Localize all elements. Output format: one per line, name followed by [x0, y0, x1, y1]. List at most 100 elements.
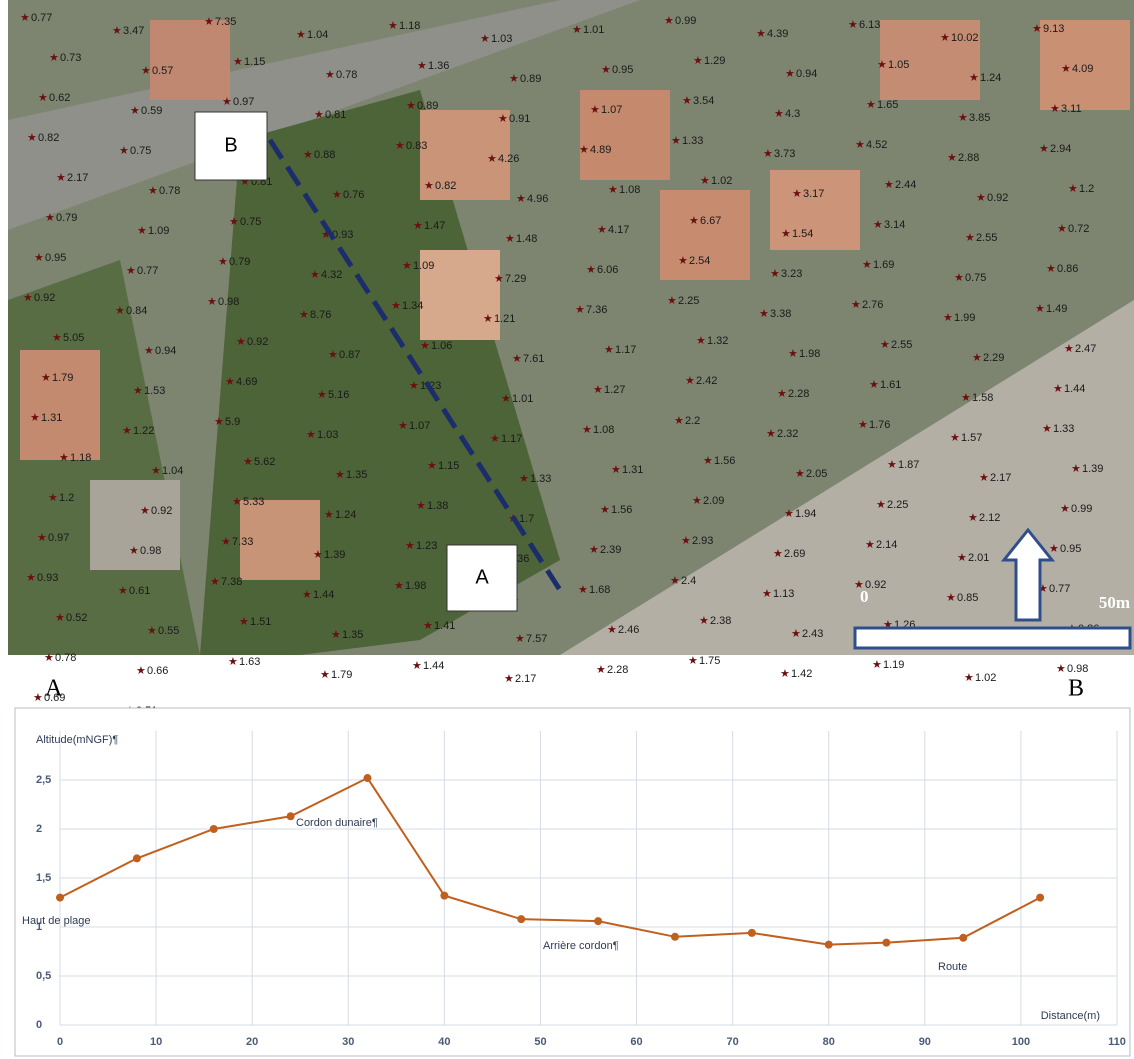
spot-height: 1.33	[1053, 423, 1074, 435]
spot-star: ★	[232, 496, 242, 508]
spot-star: ★	[1061, 63, 1071, 75]
spot-height: 1.32	[707, 335, 728, 347]
spot-star: ★	[20, 12, 30, 24]
spot-height: 1.15	[244, 56, 265, 68]
spot-star: ★	[961, 392, 971, 404]
spot-star: ★	[402, 260, 412, 272]
spot-star: ★	[55, 612, 65, 624]
spot-height: 7.29	[505, 273, 526, 285]
spot-height: 0.82	[38, 132, 59, 144]
spot-height: 1.08	[593, 424, 614, 436]
spot-star: ★	[678, 255, 688, 267]
spot-star: ★	[314, 109, 324, 121]
spot-height: 0.79	[56, 212, 77, 224]
spot-height: 1.02	[975, 672, 996, 684]
spot-height: 6.13	[859, 19, 880, 31]
spot-height: 0.59	[141, 105, 162, 117]
x-tick-label: 40	[438, 1036, 450, 1048]
spot-star: ★	[692, 495, 702, 507]
spot-star: ★	[33, 692, 43, 704]
spot-height: 0.76	[343, 189, 364, 201]
spot-height: 6.06	[597, 264, 618, 276]
spot-star: ★	[409, 380, 419, 392]
spot-star: ★	[1060, 503, 1070, 515]
spot-star: ★	[122, 425, 132, 437]
spot-star: ★	[1056, 663, 1066, 675]
spot-star: ★	[317, 389, 327, 401]
spot-star: ★	[218, 256, 228, 268]
spot-height: 1.2	[1079, 183, 1094, 195]
spot-height: 1.7	[519, 513, 534, 525]
spot-height: 1.24	[980, 72, 1001, 84]
spot-height: 1.98	[799, 348, 820, 360]
spot-star: ★	[781, 228, 791, 240]
y-tick-label: 2	[36, 823, 42, 835]
spot-height: 4.26	[498, 153, 519, 165]
roof	[20, 350, 100, 460]
spot-height: 1.03	[491, 33, 512, 45]
spot-height: 0.99	[675, 15, 696, 27]
spot-height: 3.14	[884, 219, 905, 231]
spot-height: 1.39	[324, 549, 345, 561]
spot-star: ★	[1049, 543, 1059, 555]
spot-height: 2.2	[685, 415, 700, 427]
spot-star: ★	[667, 295, 677, 307]
spot-height: 1.04	[307, 29, 328, 41]
x-tick-label: 20	[246, 1036, 258, 1048]
spot-star: ★	[512, 353, 522, 365]
spot-star: ★	[207, 296, 217, 308]
spot-star: ★	[229, 216, 239, 228]
spot-height: 2.39	[600, 544, 621, 556]
spot-height: 0.92	[987, 192, 1008, 204]
spot-star: ★	[884, 179, 894, 191]
spot-height: 2.38	[710, 615, 731, 627]
spot-height: 1.23	[416, 540, 437, 552]
spot-height: 1.98	[405, 580, 426, 592]
spot-height: 3.73	[774, 148, 795, 160]
spot-height: 0.75	[965, 272, 986, 284]
spot-star: ★	[950, 432, 960, 444]
spot-height: 1.39	[1082, 463, 1103, 475]
spot-height: 1.01	[583, 24, 604, 36]
spot-height: 0.95	[612, 64, 633, 76]
spot-star: ★	[575, 304, 585, 316]
spot-height: 0.62	[49, 92, 70, 104]
spot-star: ★	[795, 468, 805, 480]
spot-star: ★	[763, 148, 773, 160]
spot-height: 0.83	[406, 140, 427, 152]
spot-star: ★	[388, 20, 398, 32]
spot-height: 8.76	[310, 309, 331, 321]
spot-height: 7.36	[586, 304, 607, 316]
spot-height: 0.93	[332, 229, 353, 241]
spot-height: 0.78	[159, 185, 180, 197]
spot-height: 1.24	[335, 509, 356, 521]
profile-start: A	[45, 676, 63, 702]
spot-star: ★	[582, 424, 592, 436]
spot-star: ★	[611, 464, 621, 476]
spot-height: 2.14	[876, 539, 897, 551]
chart-frame	[15, 708, 1130, 1056]
spot-star: ★	[696, 335, 706, 347]
spot-star: ★	[23, 292, 33, 304]
spot-star: ★	[398, 420, 408, 432]
spot-star: ★	[600, 504, 610, 516]
spot-star: ★	[597, 224, 607, 236]
spot-star: ★	[770, 268, 780, 280]
spot-star: ★	[855, 139, 865, 151]
spot-star: ★	[862, 259, 872, 271]
spot-height: 1.19	[883, 659, 904, 671]
spot-star: ★	[887, 459, 897, 471]
spot-star: ★	[957, 552, 967, 564]
spot-height: 0.87	[339, 349, 360, 361]
spot-star: ★	[416, 500, 426, 512]
point	[363, 774, 371, 782]
spot-star: ★	[979, 472, 989, 484]
spot-star: ★	[681, 535, 691, 547]
spot-height: 2.93	[692, 535, 713, 547]
spot-star: ★	[236, 336, 246, 348]
spot-height: 1.22	[133, 425, 154, 437]
spot-star: ★	[774, 108, 784, 120]
spot-star: ★	[965, 232, 975, 244]
spot-height: 1.02	[711, 175, 732, 187]
spot-height: 4.52	[866, 139, 887, 151]
